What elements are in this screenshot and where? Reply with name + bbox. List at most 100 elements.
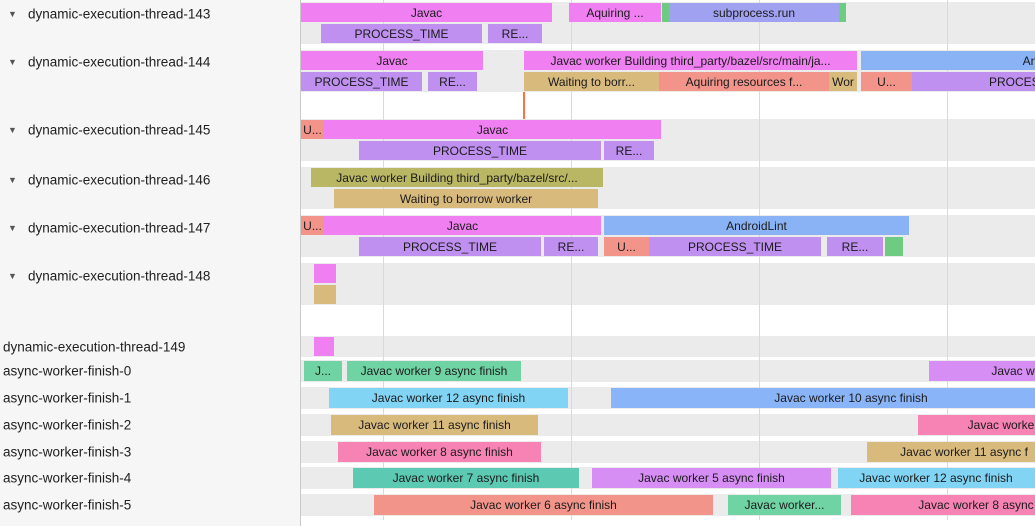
track-row[interactable]: Javac worker 11 async finish Javac worke (301, 414, 1035, 436)
trace-slice[interactable]: Javac worker 8 async (851, 495, 1035, 515)
track-row[interactable]: J... Javac worker 9 async finish Javac w (301, 360, 1035, 382)
sidebar-item-async-worker-finish-2[interactable]: async-worker-finish-2 (0, 415, 300, 435)
trace-slice[interactable]: Javac worker 8 async finish (338, 442, 541, 462)
trace-slice[interactable]: Javac worker 6 async finish (374, 495, 713, 515)
timeline-canvas[interactable]: Javac Aquiring ... subprocess.run PROCESS_T… (301, 0, 1035, 526)
trace-slice[interactable]: Javac worke (918, 415, 1035, 435)
trace-slice[interactable]: U... (301, 120, 324, 139)
slice-label: Javac worke (967, 418, 1035, 432)
slice-label: Javac worker 6 async finish (470, 498, 617, 512)
trace-slice[interactable]: Waiting to borrow worker (334, 189, 598, 208)
trace-slice[interactable] (885, 237, 903, 256)
collapse-arrow-icon[interactable]: ▼ (8, 9, 17, 19)
trace-slice[interactable]: RE... (488, 24, 542, 43)
trace-slice[interactable] (314, 337, 334, 356)
sidebar-item-dynamic-execution-thread-145[interactable]: ▼ dynamic-execution-thread-145 (0, 120, 300, 140)
trace-slice[interactable]: J... (304, 361, 342, 381)
trace-slice[interactable]: RE... (544, 237, 598, 256)
trace-slice[interactable]: Javac worker 11 async finish (331, 415, 538, 435)
trace-slice[interactable]: U... (604, 237, 649, 256)
collapse-arrow-icon[interactable]: ▼ (8, 57, 17, 67)
sidebar-item-dynamic-execution-thread-143[interactable]: ▼ dynamic-execution-thread-143 (0, 4, 300, 24)
track-row[interactable]: U... Javac AndroidLint (301, 215, 1035, 236)
trace-slice[interactable] (314, 264, 336, 283)
trace-slice[interactable]: Javac worker 12 async finish (329, 388, 568, 408)
trace-slice[interactable]: Aquiring resources f... (659, 72, 829, 91)
trace-slice[interactable]: Javac (324, 120, 661, 139)
trace-slice[interactable]: PROCESS_TIME (321, 24, 482, 43)
time-grid-line (947, 0, 948, 520)
slice-label: Javac worker... (744, 498, 825, 512)
trace-slice[interactable] (662, 3, 669, 22)
trace-slice[interactable]: PROCESS_TIME (359, 141, 601, 160)
track-row[interactable]: Javac worker Building third_party/bazel/… (301, 167, 1035, 188)
trace-slice[interactable]: Javac worker Building third_party/bazel/… (311, 168, 603, 187)
track-row[interactable] (301, 263, 1035, 284)
sidebar-item-async-worker-finish-5[interactable]: async-worker-finish-5 (0, 495, 300, 515)
trace-slice[interactable]: Javac worker 5 async finish (592, 468, 831, 488)
trace-slice[interactable]: U... (861, 72, 912, 91)
collapse-arrow-icon[interactable]: ▼ (8, 271, 17, 281)
track-row[interactable]: PROCESS_TIME RE... U... PROCESS_TIME RE... (301, 236, 1035, 257)
trace-slice[interactable]: Javac (324, 216, 601, 235)
trace-slice[interactable] (314, 285, 336, 304)
track-row[interactable]: U... Javac (301, 119, 1035, 140)
track-row[interactable]: Javac Aquiring ... subprocess.run (301, 2, 1035, 23)
track-row[interactable]: Javac Javac worker Building third_party/b… (301, 50, 1035, 71)
trace-slice[interactable]: Waiting to borr... (524, 72, 659, 91)
trace-slice[interactable]: Javac (301, 51, 483, 70)
trace-slice[interactable]: Javac worker 7 async finish (353, 468, 579, 488)
slice-label: PROCESS_TIME (402, 239, 498, 254)
track-row[interactable]: Javac worker 6 async finish Javac worker.… (301, 494, 1035, 516)
trace-slice[interactable]: RE... (428, 72, 477, 91)
trace-slice[interactable]: Javac w (929, 361, 1035, 381)
sidebar-item-async-worker-finish-3[interactable]: async-worker-finish-3 (0, 442, 300, 462)
track-row[interactable]: Javac worker 7 async finish Javac worker … (301, 467, 1035, 489)
slice-label: AndroidLint (1022, 53, 1035, 68)
sidebar-item-async-worker-finish-0[interactable]: async-worker-finish-0 (0, 361, 300, 381)
sidebar-item-dynamic-execution-thread-149[interactable]: dynamic-execution-thread-149 (0, 337, 300, 357)
trace-slice[interactable]: Javac worker 10 async finish (611, 388, 1035, 408)
trace-slice[interactable]: PROCESS_TIME (359, 237, 541, 256)
sidebar-item-async-worker-finish-1[interactable]: async-worker-finish-1 (0, 388, 300, 408)
trace-slice[interactable] (839, 3, 846, 22)
collapse-arrow-icon[interactable]: ▼ (8, 125, 17, 135)
sidebar-item-dynamic-execution-thread-147[interactable]: ▼ dynamic-execution-thread-147 (0, 218, 300, 238)
trace-slice[interactable]: AndroidLint (604, 216, 909, 235)
trace-slice[interactable]: Javac (301, 3, 552, 22)
trace-slice[interactable]: Javac worker 11 async f (867, 442, 1035, 462)
trace-slice[interactable]: PROCESS_TIME (301, 72, 422, 91)
track-row[interactable]: PROCESS_TIME RE... Waiting to borr... Aquir… (301, 71, 1035, 92)
trace-slice[interactable]: PROCESS_TIME (649, 237, 821, 256)
trace-slice[interactable]: subprocess.run (669, 3, 839, 22)
track-label: dynamic-execution-thread-147 (28, 220, 211, 236)
track-row[interactable]: Javac worker 8 async finish Javac worker … (301, 441, 1035, 463)
trace-slice[interactable]: RE... (827, 237, 883, 256)
trace-slice[interactable]: RE... (604, 141, 654, 160)
track-row[interactable] (301, 284, 1035, 305)
track-row[interactable]: PROCESS_TIME RE... (301, 23, 1035, 44)
sidebar-item-dynamic-execution-thread-148[interactable]: ▼ dynamic-execution-thread-148 (0, 266, 300, 286)
trace-slice[interactable]: Javac worker 9 async finish (347, 361, 521, 381)
trace-slice[interactable]: Wor (829, 72, 857, 91)
trace-slice[interactable]: U... (301, 216, 324, 235)
trace-slice[interactable]: PROCESS_TIME (912, 72, 1035, 91)
collapse-arrow-icon[interactable]: ▼ (8, 175, 17, 185)
trace-slice[interactable]: Javac worker... (728, 495, 841, 515)
track-row[interactable]: Javac worker 12 async finish Javac worker… (301, 387, 1035, 409)
slice-label: Javac worker 8 async (918, 498, 1034, 512)
trace-slice[interactable]: Javac worker Building third_party/bazel/… (524, 51, 857, 70)
sidebar-item-async-worker-finish-4[interactable]: async-worker-finish-4 (0, 468, 300, 488)
sidebar-item-dynamic-execution-thread-144[interactable]: ▼ dynamic-execution-thread-144 (0, 52, 300, 72)
track-row[interactable]: Waiting to borrow worker (301, 188, 1035, 209)
track-label: async-worker-finish-2 (3, 417, 132, 433)
trace-slice[interactable]: Javac worker 12 async finish (838, 468, 1035, 488)
track-row[interactable] (301, 336, 1035, 357)
slice-label: U... (303, 218, 322, 233)
trace-slice[interactable]: AndroidLint (861, 51, 1035, 70)
track-row[interactable]: PROCESS_TIME RE... (301, 140, 1035, 161)
trace-slice[interactable]: Aquiring ... (569, 3, 661, 22)
collapse-arrow-icon[interactable]: ▼ (8, 223, 17, 233)
sidebar-item-dynamic-execution-thread-146[interactable]: ▼ dynamic-execution-thread-146 (0, 170, 300, 190)
